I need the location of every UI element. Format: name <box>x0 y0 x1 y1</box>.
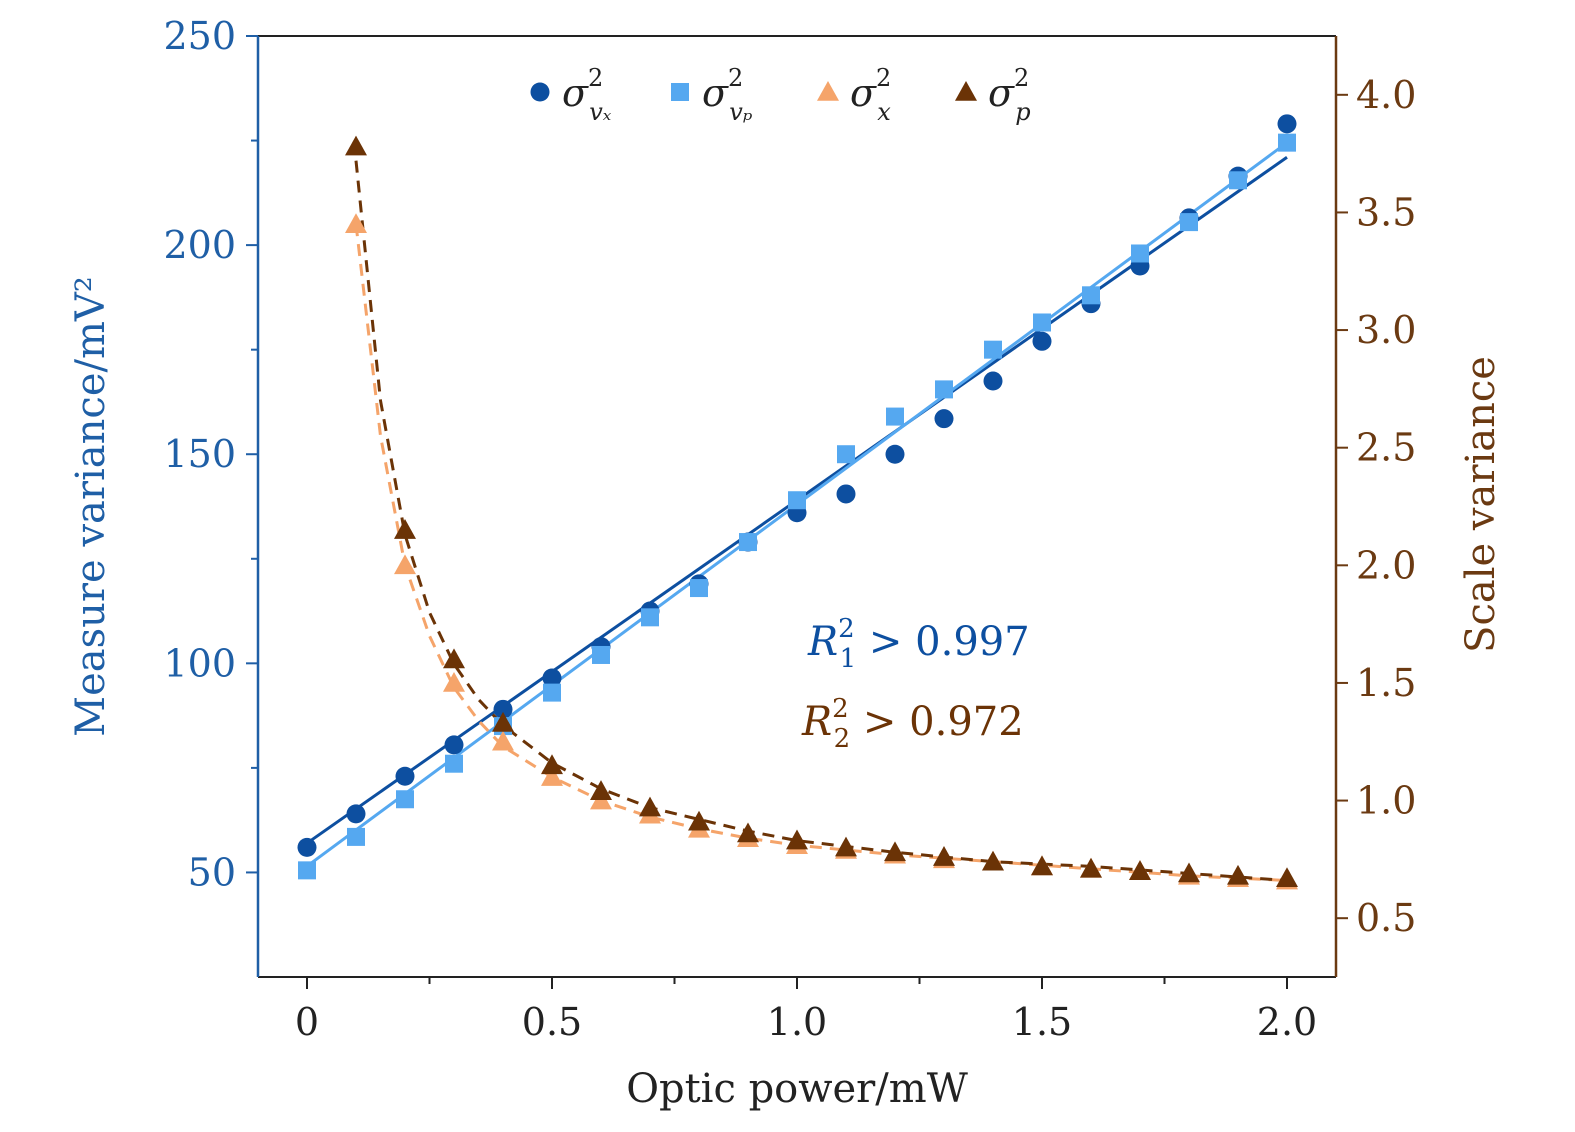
legend-marker-3 <box>955 81 977 101</box>
point-series-1 <box>543 683 561 702</box>
point-series-2 <box>345 213 367 233</box>
y-left-tick-label: 50 <box>188 850 236 894</box>
point-series-3 <box>345 135 367 156</box>
point-series-1 <box>935 380 953 399</box>
y-left-tick-label: 200 <box>163 223 236 267</box>
point-series-1 <box>1082 286 1100 305</box>
point-series-3 <box>639 796 661 817</box>
point-series-1 <box>984 340 1002 359</box>
point-series-0 <box>836 484 856 504</box>
point-series-3 <box>933 846 955 866</box>
point-series-1 <box>445 754 463 773</box>
x-tick-label: 0 <box>295 1000 319 1044</box>
y-right-tick-label: 4.0 <box>1356 73 1416 117</box>
legend-label-1: σ2 vₚ <box>702 64 753 126</box>
data-points <box>297 114 1298 890</box>
y-right-tick-label: 0.5 <box>1356 896 1416 940</box>
point-series-1 <box>298 861 316 880</box>
point-series-3 <box>1080 857 1102 878</box>
point-series-1 <box>1033 313 1051 332</box>
point-series-1 <box>886 407 904 426</box>
point-series-1 <box>1131 244 1149 263</box>
point-series-3 <box>1031 855 1053 876</box>
legend-marker-2 <box>817 81 839 101</box>
point-series-0 <box>493 699 513 719</box>
r-squared-annotation-0: R2 1 > 0.997 <box>807 614 1030 674</box>
axes: 0 0.5 1.0 1.5 2.0 50 100 150 200 250 0.5 1.0 1.5 2.0 2… <box>68 14 1504 1112</box>
y-right-tick-label: 1.5 <box>1356 661 1416 705</box>
point-series-0 <box>983 371 1003 391</box>
point-series-3 <box>590 780 612 800</box>
point-series-0 <box>395 766 415 786</box>
y-right-tick-label: 2.0 <box>1356 543 1416 587</box>
point-series-3 <box>1129 860 1151 880</box>
point-series-3 <box>1276 867 1298 887</box>
y-right-tick-label: 1.0 <box>1356 779 1416 823</box>
point-series-3 <box>982 850 1004 871</box>
point-series-3 <box>835 836 857 857</box>
point-series-3 <box>786 829 808 850</box>
y-left-axis-title: Measure variance/mV² <box>68 276 114 737</box>
point-series-0 <box>542 668 562 688</box>
legend-label-0: σ2 vₓ <box>562 64 612 126</box>
point-series-1 <box>347 827 365 846</box>
point-series-0 <box>1032 331 1052 351</box>
point-series-1 <box>641 608 659 627</box>
point-series-1 <box>788 491 806 510</box>
point-series-1 <box>837 445 855 464</box>
y-right-tick-label: 3.0 <box>1356 308 1416 352</box>
point-series-3 <box>688 810 710 831</box>
y-left-tick-label: 100 <box>163 641 236 685</box>
point-series-3 <box>1227 864 1249 885</box>
y-right-axis-title: Scale variance <box>1458 356 1504 653</box>
point-series-1 <box>592 645 610 664</box>
x-tick-label: 2.0 <box>1257 1000 1317 1044</box>
point-series-1 <box>690 579 708 598</box>
point-series-1 <box>1278 133 1296 152</box>
point-series-1 <box>1180 213 1198 232</box>
point-series-2 <box>394 554 416 575</box>
y-right-tick-label: 2.5 <box>1356 426 1416 470</box>
fit-curve-3 <box>354 160 1288 882</box>
x-tick-label: 1.0 <box>767 1000 827 1044</box>
point-series-3 <box>737 822 759 843</box>
point-series-3 <box>541 754 563 775</box>
point-series-0 <box>1277 114 1297 134</box>
x-axis-title: Optic power/mW <box>626 1066 968 1112</box>
point-series-3 <box>884 841 906 862</box>
point-series-2 <box>541 766 563 786</box>
point-series-1 <box>1229 171 1247 190</box>
x-tick-label: 0.5 <box>522 1000 582 1044</box>
point-series-0 <box>346 804 366 824</box>
legend-label-2: σ2 x <box>850 64 891 126</box>
point-series-0 <box>885 444 905 464</box>
fit-curve-2 <box>354 224 1288 882</box>
annotations: R2 1 > 0.997 R2 2 > 0.972 <box>801 614 1030 754</box>
point-series-3 <box>394 519 416 539</box>
point-series-2 <box>492 730 514 751</box>
point-series-1 <box>739 533 757 552</box>
legend-marker-0 <box>530 82 550 102</box>
legend-marker-1 <box>671 83 689 101</box>
legend: σ2 vₓ σ2 vₚ σ2 x σ2 p <box>530 64 1031 126</box>
point-series-3 <box>492 711 514 732</box>
legend-label-3: σ2 p <box>988 64 1031 126</box>
y-left-tick-label: 250 <box>163 14 236 58</box>
point-series-1 <box>396 790 414 809</box>
r-squared-annotation-1: R2 2 > 0.972 <box>801 694 1024 754</box>
point-series-0 <box>934 409 954 429</box>
x-tick-label: 1.5 <box>1012 1000 1072 1044</box>
y-right-tick-label: 3.5 <box>1356 190 1416 234</box>
point-series-3 <box>443 648 465 669</box>
point-series-3 <box>1178 862 1200 883</box>
point-series-0 <box>297 837 317 857</box>
point-series-0 <box>444 735 464 755</box>
y-left-tick-label: 150 <box>163 432 236 476</box>
point-series-2 <box>443 671 465 692</box>
